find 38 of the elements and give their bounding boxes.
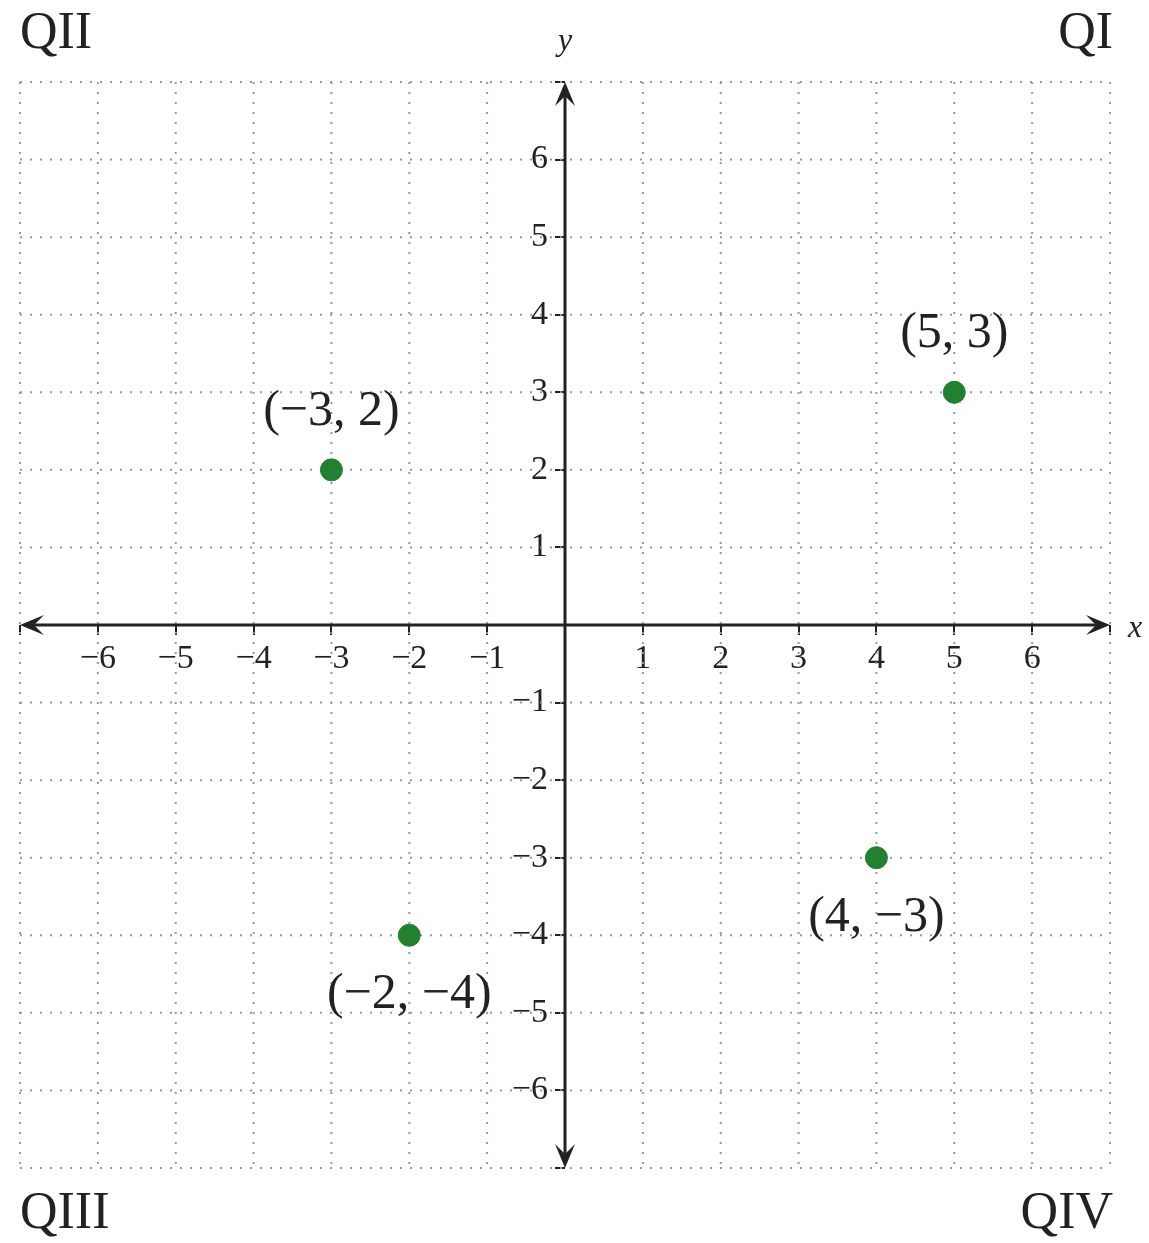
x-tick-label: −4: [235, 638, 272, 676]
x-tick-label: 2: [712, 638, 730, 676]
y-tick-label: 5: [531, 216, 565, 254]
y-tick-label: 2: [531, 448, 565, 486]
annotation: (−3, 2): [263, 379, 400, 436]
x-tick-label: −3: [313, 638, 350, 676]
text: QIV: [1020, 1181, 1113, 1239]
point: [864, 846, 888, 870]
point: [397, 923, 421, 947]
y-tick-label: −6: [511, 1069, 565, 1107]
x-tick-label: −1: [469, 638, 506, 676]
annotation: (4, −3): [808, 885, 945, 942]
x-tick-label: 6: [1023, 638, 1041, 676]
y-tick-label: 6: [531, 138, 565, 176]
y-tick-label: −3: [511, 836, 565, 874]
x-tick-label: 5: [945, 638, 963, 676]
x-tick-label: −2: [391, 638, 428, 676]
x-axis-title: x: [1127, 608, 1143, 645]
annotation: (5, 3): [900, 302, 1009, 359]
y-tick-label: 3: [531, 371, 565, 409]
y-tick-label: −5: [511, 991, 565, 1029]
x-tick-label: −6: [79, 638, 116, 676]
text: QII: [20, 1, 93, 59]
annotation: (−2, −4): [326, 963, 492, 1020]
y-tick-label: 1: [531, 526, 565, 564]
y-tick-label: 4: [531, 293, 565, 331]
x-tick-label: 4: [867, 638, 885, 676]
x-tick-label: −5: [157, 638, 194, 676]
x-tick-label: 3: [790, 638, 808, 676]
y-axis-title: y: [554, 21, 573, 58]
text: QI: [1058, 1, 1113, 59]
y-tick-label: −2: [511, 759, 565, 797]
point: [319, 458, 343, 482]
text: QIII: [20, 1181, 110, 1239]
point: [942, 380, 966, 404]
x-tick-label: 1: [634, 638, 652, 676]
y-tick-label: −4: [511, 914, 565, 952]
y-tick-label: −1: [511, 681, 565, 719]
